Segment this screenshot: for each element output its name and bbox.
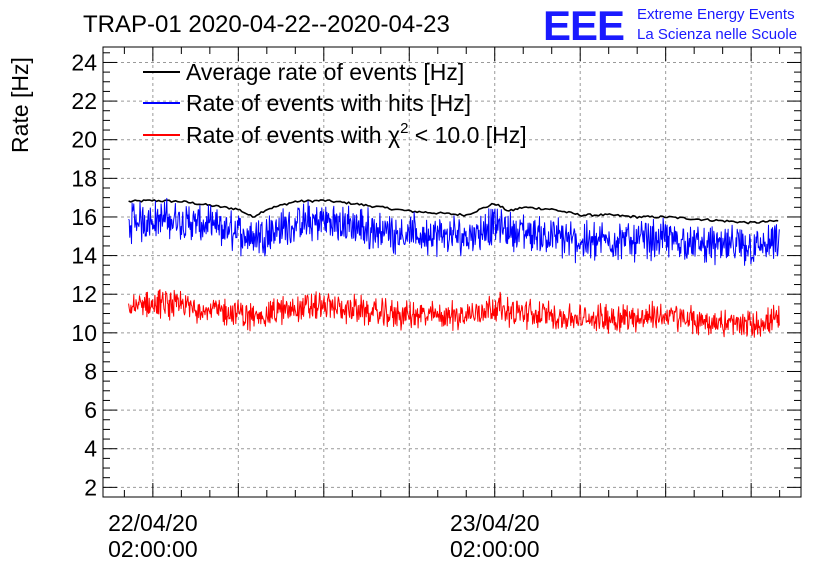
- eee-logo: EEE Extreme Energy Events La Scienza nel…: [543, 2, 797, 49]
- y-tick-label: 24: [71, 49, 97, 75]
- y-tick-label: 2: [84, 474, 97, 500]
- y-tick-label: 14: [71, 243, 97, 269]
- x-tick-label-time: 02:00:00: [108, 536, 198, 562]
- x-tick-label-time: 02:00:00: [450, 536, 540, 562]
- legend-label-chi2-symbol: χ: [388, 122, 400, 148]
- legend-label-hits: Rate of events with hits [Hz]: [186, 90, 471, 116]
- legend-label-chi2-post: < 10.0 [Hz]: [408, 122, 526, 148]
- x-tick-label-date: 22/04/20: [108, 510, 198, 536]
- y-axis-label: Rate [Hz]: [7, 57, 33, 153]
- series-line-chi2: [128, 289, 780, 338]
- y-tick-label: 18: [71, 165, 97, 191]
- y-tick-label: 20: [71, 127, 97, 153]
- eee-logo-line1: Extreme Energy Events: [637, 6, 795, 23]
- plot-frame: [102, 46, 802, 498]
- legend: Average rate of events [Hz] Rate of even…: [143, 59, 527, 148]
- chart-title: TRAP-01 2020-04-22--2020-04-23: [83, 11, 450, 38]
- y-tick-label: 12: [71, 281, 97, 307]
- y-tick-label: 16: [71, 204, 97, 230]
- axes: [102, 46, 802, 498]
- grid: [103, 47, 801, 497]
- y-tick-label: 10: [71, 320, 97, 346]
- y-tick-label: 22: [71, 88, 97, 114]
- eee-logo-line2: La Scienza nelle Scuole: [637, 26, 797, 43]
- eee-logo-mark: EEE: [543, 2, 624, 49]
- legend-label-chi2: Rate of events with χ2 < 10.0 [Hz]: [186, 120, 527, 148]
- legend-label-chi2-pre: Rate of events with: [186, 122, 388, 148]
- legend-label-chi2-sup: 2: [400, 120, 408, 137]
- y-tick-label: 6: [84, 397, 97, 423]
- x-tick-label-date: 23/04/20: [450, 510, 540, 536]
- series-line-hits: [128, 197, 780, 266]
- legend-label-average: Average rate of events [Hz]: [186, 59, 464, 85]
- y-tick-label: 4: [84, 436, 97, 462]
- y-tick-label: 8: [84, 358, 97, 384]
- series-layer: [128, 197, 780, 338]
- ticks: 2468101214161820222422/04/2002:00:0023/0…: [71, 47, 801, 562]
- series-line-average: [128, 199, 779, 225]
